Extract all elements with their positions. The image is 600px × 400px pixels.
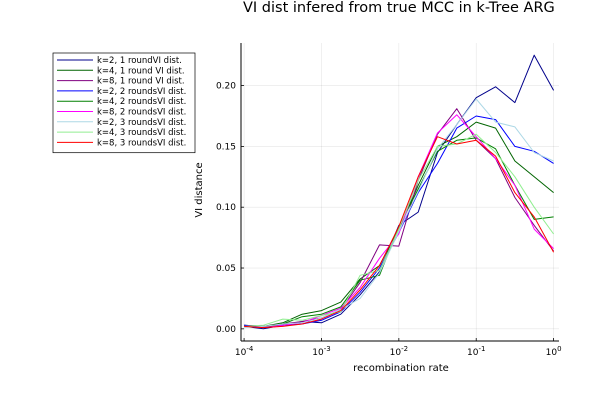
x-axis-label: recombination rate [353, 363, 449, 374]
y-tick-label: 0.15 [216, 142, 236, 152]
y-axis-label: VI distance [194, 162, 205, 217]
x-tick-label: 10-4 [235, 345, 254, 358]
series-line-9 [244, 136, 555, 329]
legend-label: k=2, 2 roundsVI dist. [97, 87, 186, 97]
legend-label: k=8, 3 roundsVI dist. [97, 138, 186, 148]
x-tick-label-base: 10 [546, 348, 558, 358]
x-tick-label: 10-3 [312, 345, 330, 358]
x-tick-label-base: 10 [467, 348, 479, 358]
legend-label: k=8, 1 round VI dist. [97, 77, 185, 87]
y-tick-label: 0.05 [216, 264, 236, 274]
legend-label: k=2, 3 roundsVI dist. [97, 118, 186, 128]
legend-box [52, 52, 196, 154]
series-line-3 [244, 108, 554, 327]
legend-label: k=4, 3 roundsVI dist. [97, 128, 186, 138]
y-tick-label: 0.00 [216, 325, 236, 335]
series-line-7 [244, 98, 554, 329]
y-tick-label: 0.10 [216, 203, 236, 213]
legend-label: k=4, 2 roundsVI dist. [97, 97, 186, 107]
x-tick-label-base: 10 [312, 348, 324, 358]
x-tick-label-exponent: -3 [324, 345, 331, 353]
x-tick-label-base: 10 [390, 348, 402, 358]
series-lines [244, 54, 555, 330]
axes [240, 43, 559, 342]
chart-title: VI dist infered from true MCC in k-Tree … [243, 0, 555, 16]
grid [241, 43, 559, 341]
x-tick-label: 100 [546, 345, 562, 358]
x-tick-label-base: 10 [235, 348, 247, 358]
x-tick-label: 10-2 [390, 345, 408, 358]
y-tick-label: 0.20 [216, 82, 236, 92]
x-tick-label-exponent: -1 [478, 345, 485, 353]
x-tick-label: 10-1 [467, 345, 485, 358]
x-tick-label-exponent: -2 [401, 345, 408, 353]
legend-label: k=8, 2 roundsVI dist. [97, 108, 186, 118]
legend-label: k=2, 1 roundVI dist. [97, 56, 182, 66]
legend: k=2, 1 roundVI dist.k=4, 1 round VI dist… [52, 52, 196, 154]
series-line-8 [244, 133, 555, 327]
x-tick-label-exponent: -4 [246, 345, 254, 353]
x-tick-label-exponent: 0 [557, 345, 561, 353]
legend-label: k=4, 1 round VI dist. [97, 66, 185, 76]
